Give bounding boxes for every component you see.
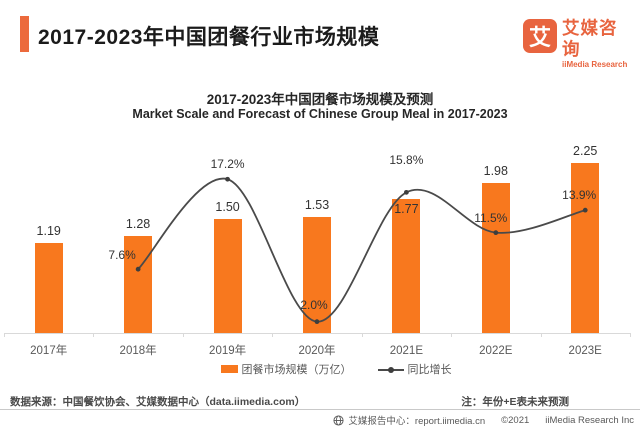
- growth-value-label: 2.0%: [300, 297, 328, 312]
- bar-2020年: [303, 217, 331, 333]
- bar-value-label: 1.53: [304, 198, 330, 213]
- axis-tick: [540, 333, 542, 337]
- axis-tick: [4, 333, 5, 337]
- footer-divider: [0, 409, 640, 410]
- logo-mark-icon: 艾: [523, 19, 557, 53]
- x-axis-label: 2020年: [298, 345, 336, 357]
- legend-label-market-scale: 团餐市场规模（万亿）: [241, 364, 352, 376]
- bar-value-label: 1.19: [36, 223, 61, 238]
- line-point: [403, 189, 409, 195]
- legend-item-growth: 同比增长: [377, 361, 452, 377]
- axis-tick: [629, 333, 631, 337]
- forecast-note-text: 注：年份+E表未来预测: [461, 396, 569, 408]
- logo-text: 艾媒咨询 iiMedia Research: [562, 18, 633, 69]
- chart-title: 2017-2023年中国团餐市场规模及预测: [206, 92, 434, 107]
- credit-report-center: 艾媒报告中心：report.iimedia.cn: [348, 416, 486, 427]
- bar-value-label: 1.98: [483, 164, 508, 179]
- x-axis: [4, 333, 630, 334]
- bar-value-label: 1.28: [125, 217, 151, 232]
- globe-icon: [333, 414, 344, 426]
- legend-item-market-scale: 团餐市场规模（万亿）: [220, 361, 352, 377]
- bar-value-label: 1.77: [394, 202, 419, 216]
- axis-tick: [272, 333, 274, 337]
- line-dot-marker-icon: [377, 365, 404, 374]
- bar-value-label: 1.50: [215, 200, 240, 215]
- bar-2021E: [392, 199, 421, 333]
- credit-year: ©2021: [501, 414, 530, 426]
- iimedia-logo: 艾 艾媒咨询 iiMedia Research: [523, 18, 633, 69]
- data-source-text: 数据来源：中国餐饮协会、艾媒数据中心（data.iimedia.com）: [10, 396, 306, 408]
- page-title: 2017-2023年中国团餐行业市场规模: [38, 26, 380, 49]
- chart-subtitle: Market Scale and Forecast of Chinese Gro…: [132, 107, 508, 121]
- x-axis-label: 2017年: [30, 345, 68, 357]
- x-axis-label: 2021E: [389, 345, 424, 357]
- growth-value-label: 15.8%: [389, 153, 424, 168]
- x-axis-label: 2019年: [209, 345, 247, 357]
- growth-value-label: 13.9%: [562, 188, 597, 203]
- footer-credit: 艾媒报告中心：report.iimedia.cn ©2021 iiMedia R…: [333, 413, 634, 427]
- growth-value-label: 7.6%: [108, 248, 136, 263]
- growth-value-label: 17.2%: [210, 157, 245, 172]
- logo-name-cn: 艾媒咨询: [562, 18, 618, 59]
- legend: 团餐市场规模（万亿） 同比增长: [16, 361, 640, 377]
- axis-tick: [182, 333, 184, 337]
- x-axis-label: 2023E: [568, 345, 602, 357]
- logo-mark-glyph: 艾: [528, 25, 551, 50]
- axis-tick: [93, 333, 95, 337]
- bar-2022E: [481, 183, 510, 333]
- growth-value-label: 11.5%: [474, 210, 508, 225]
- legend-label-growth: 同比增长: [407, 364, 452, 376]
- x-axis-label: 2022E: [479, 345, 513, 357]
- line-point: [225, 176, 230, 182]
- bar-swatch-icon: [220, 365, 238, 373]
- axis-tick: [451, 333, 453, 337]
- bar-2019年: [213, 219, 242, 333]
- title-accent-bar: [20, 16, 29, 52]
- credit-company: iiMedia Research Inc: [545, 414, 634, 426]
- x-axis-label: 2018年: [119, 345, 157, 357]
- axis-tick: [361, 333, 363, 337]
- bar-value-label: 2.25: [573, 143, 598, 158]
- logo-name-en: iiMedia Research: [562, 60, 628, 69]
- bar-2017年: [34, 242, 63, 333]
